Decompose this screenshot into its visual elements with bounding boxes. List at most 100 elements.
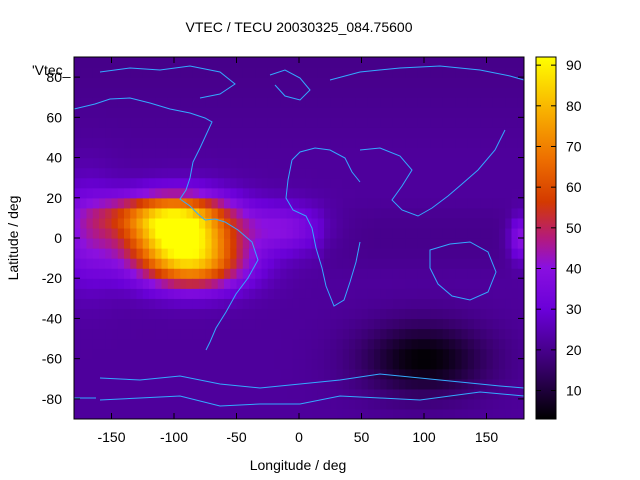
heatmap-cell: [267, 67, 275, 78]
heatmap-cell: [111, 147, 119, 159]
heatmap-cell: [161, 378, 169, 390]
heatmap-cell: [149, 318, 156, 330]
heatmap-cell: [205, 107, 213, 118]
heatmap-cell: [205, 328, 213, 340]
heatmap-cell: [80, 147, 88, 159]
heatmap-cell: [167, 87, 175, 98]
heatmap-cell: [255, 57, 263, 68]
heatmap-cell: [155, 388, 163, 400]
heatmap-cell: [355, 298, 363, 309]
heatmap-cell: [74, 197, 81, 209]
heatmap-cell: [205, 67, 213, 78]
heatmap-cell: [99, 338, 106, 350]
heatmap-cell: [324, 318, 331, 330]
heatmap-cell: [211, 298, 219, 309]
heatmap-cell: [486, 187, 494, 199]
heatmap-cell: [305, 238, 313, 249]
heatmap-cell: [136, 217, 144, 229]
heatmap-cell: [130, 348, 138, 360]
heatmap-cell: [474, 187, 481, 199]
heatmap-cell: [205, 398, 213, 410]
heatmap-cell: [461, 147, 469, 159]
heatmap-cell: [111, 197, 119, 209]
heatmap-cell: [299, 137, 306, 149]
y-tick-label: 80: [46, 69, 62, 85]
heatmap-cell: [336, 248, 344, 259]
heatmap-cell: [105, 368, 113, 380]
heatmap-cell: [336, 167, 344, 179]
heatmap-cell: [399, 87, 406, 98]
heatmap-cell: [242, 388, 250, 400]
heatmap-cell: [211, 318, 219, 330]
heatmap-cell: [430, 278, 438, 289]
heatmap-cell: [149, 87, 156, 98]
heatmap-cell: [236, 398, 244, 410]
heatmap-cell: [492, 67, 500, 78]
heatmap-cell: [267, 378, 275, 390]
heatmap-cell: [167, 278, 175, 289]
heatmap-cell: [74, 328, 81, 340]
heatmap-cell: [224, 408, 231, 419]
heatmap-cell: [124, 278, 131, 289]
heatmap-cell: [255, 328, 263, 340]
heatmap-cell: [236, 368, 244, 380]
heatmap-cell: [99, 308, 106, 320]
heatmap-cell: [380, 97, 388, 108]
heatmap-cell: [230, 368, 238, 380]
heatmap-cell: [330, 67, 338, 78]
heatmap-cell: [499, 308, 506, 320]
heatmap-cell: [255, 217, 263, 229]
heatmap-cell: [180, 147, 188, 159]
heatmap-cell: [324, 268, 331, 279]
heatmap-cell: [205, 318, 213, 330]
heatmap-cell: [167, 147, 175, 159]
heatmap-cell: [399, 207, 406, 219]
heatmap-cell: [449, 308, 456, 320]
heatmap-cell: [80, 207, 88, 219]
heatmap-cell: [130, 308, 138, 320]
heatmap-cell: [417, 207, 425, 219]
heatmap-cell: [374, 278, 381, 289]
heatmap-cell: [136, 268, 144, 279]
heatmap-cell: [80, 177, 88, 189]
heatmap-cell: [361, 278, 369, 289]
heatmap-cell: [174, 378, 181, 390]
x-tick-label: -100: [160, 429, 188, 445]
heatmap-cell: [292, 217, 300, 229]
heatmap-cell: [292, 278, 300, 289]
heatmap-cell: [86, 258, 94, 269]
heatmap-cell: [399, 57, 406, 68]
heatmap-cell: [467, 67, 475, 78]
heatmap-cell: [311, 67, 319, 78]
heatmap-cell: [180, 57, 188, 68]
heatmap-cell: [174, 197, 181, 209]
heatmap-cell: [517, 97, 524, 108]
heatmap-cell: [449, 338, 456, 350]
heatmap-cell: [474, 268, 481, 279]
heatmap-cell: [330, 258, 338, 269]
heatmap-cell: [461, 197, 469, 209]
heatmap-cell: [480, 117, 488, 128]
heatmap-cell: [474, 368, 481, 380]
heatmap-cell: [486, 77, 494, 88]
heatmap-cell: [367, 57, 375, 68]
heatmap-cell: [142, 368, 150, 380]
heatmap-cell: [261, 87, 269, 98]
heatmap-cell: [380, 288, 388, 299]
heatmap-cell: [386, 77, 394, 88]
heatmap-cell: [436, 268, 444, 279]
heatmap-cell: [211, 368, 219, 380]
heatmap-cell: [480, 97, 488, 108]
heatmap-cell: [130, 398, 138, 410]
heatmap-cell: [367, 328, 375, 340]
heatmap-cell: [117, 338, 125, 350]
heatmap-cell: [130, 67, 138, 78]
heatmap-cell: [517, 278, 524, 289]
heatmap-cell: [186, 258, 194, 269]
heatmap-cell: [142, 398, 150, 410]
heatmap-cell: [136, 147, 144, 159]
heatmap-cell: [342, 298, 350, 309]
heatmap-cell: [467, 378, 475, 390]
heatmap-cell: [217, 177, 225, 189]
